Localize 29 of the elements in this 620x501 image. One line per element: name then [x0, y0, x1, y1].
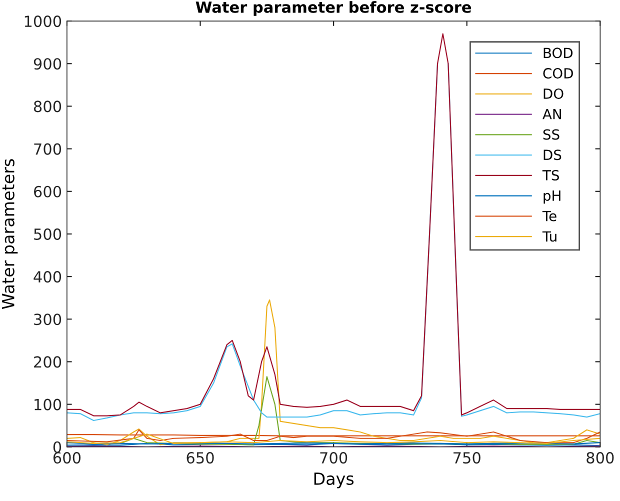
y-tick-label: 500 — [34, 228, 62, 240]
x-axis-title: Days — [314, 472, 354, 488]
x-tick-label: 800 — [586, 452, 614, 464]
x-tick-label: 700 — [320, 452, 348, 464]
x-tick-label: 650 — [186, 452, 214, 464]
y-tick-label: 400 — [34, 271, 62, 283]
x-tick-label: 600 — [53, 452, 81, 464]
legend-label: Tu — [542, 231, 556, 242]
y-tick-label: 200 — [34, 356, 62, 368]
y-tick-label: 700 — [34, 143, 62, 155]
y-tick-label: 1000 — [24, 16, 62, 28]
y-tick-label: 600 — [34, 186, 62, 198]
legend-label: BOD — [544, 48, 573, 58]
legend-label: DO — [544, 88, 564, 99]
y-tick-label: 100 — [34, 398, 62, 410]
y-axis-title: Water parameters — [2, 159, 18, 310]
y-tick-label: 900 — [34, 58, 62, 70]
y-tick-label: 0 — [53, 441, 62, 453]
legend-label: SS — [543, 129, 560, 140]
legend-label: TS — [542, 170, 559, 180]
y-tick-label: 800 — [34, 100, 62, 112]
legend-label: Te — [542, 210, 556, 222]
x-tick-label: 750 — [454, 452, 480, 464]
legend-label: pH — [544, 190, 560, 204]
chart-title: Water parameter before z-score — [196, 1, 472, 16]
legend-label: COD — [543, 68, 573, 79]
legend-label: DS — [544, 150, 562, 160]
legend-label: AN — [542, 109, 561, 120]
y-tick-label: 300 — [34, 314, 62, 326]
